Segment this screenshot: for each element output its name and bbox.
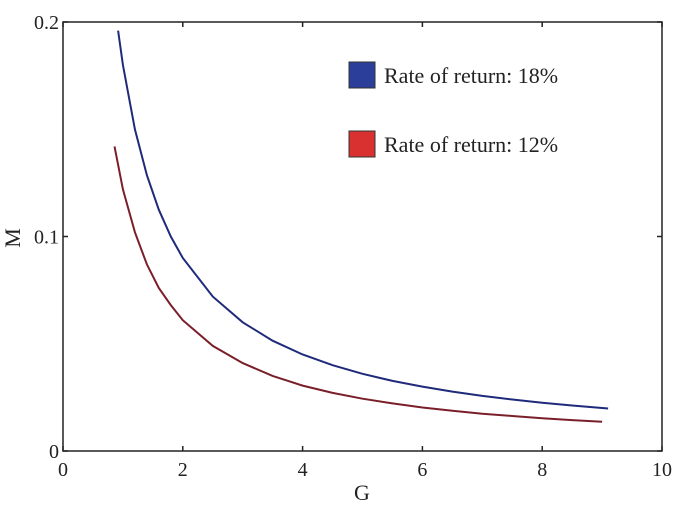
x-tick-label: 0	[58, 459, 68, 481]
legend-swatch-2	[348, 130, 376, 158]
x-tick-label: 10	[652, 459, 672, 481]
series-line-1	[117, 30, 609, 410]
y-tick-label: 0.2	[34, 12, 59, 34]
y-tick-label: 0	[49, 441, 59, 463]
x-tick-label: 6	[417, 459, 427, 481]
x-tick-label: 4	[298, 459, 308, 481]
y-tick-label: 0.1	[34, 227, 59, 249]
series-line-2	[113, 146, 603, 423]
x-axis-label: G	[354, 480, 370, 505]
legend-swatch-1	[348, 61, 376, 89]
x-tick-label: 8	[537, 459, 547, 481]
x-tick-label: 2	[178, 459, 188, 481]
legend-label-2: Rate of return: 12%	[384, 132, 558, 157]
legend-label-1: Rate of return: 18%	[384, 63, 558, 88]
y-axis-label: M	[0, 228, 25, 248]
